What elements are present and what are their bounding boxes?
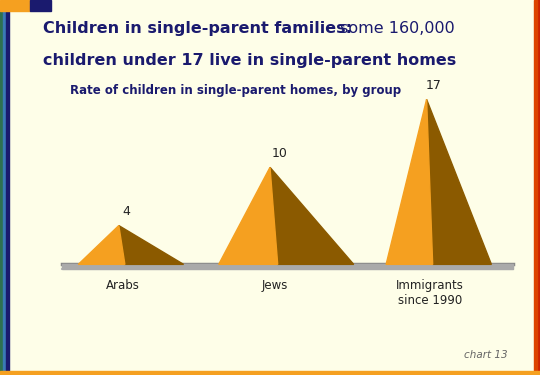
Text: Arabs: Arabs [105, 279, 139, 292]
Text: 17: 17 [426, 79, 442, 92]
Text: Rate of children in single-parent homes, by group: Rate of children in single-parent homes,… [70, 84, 401, 98]
Text: chart 13: chart 13 [464, 350, 508, 360]
Text: Jews: Jews [262, 279, 288, 292]
Text: Immigrants
since 1990: Immigrants since 1990 [396, 279, 464, 308]
Polygon shape [270, 167, 354, 264]
Polygon shape [219, 167, 278, 264]
Text: 4: 4 [122, 205, 130, 218]
Polygon shape [427, 99, 491, 264]
Text: children under 17 live in single-parent homes: children under 17 live in single-parent … [43, 53, 456, 68]
Polygon shape [119, 225, 184, 264]
Text: 10: 10 [272, 147, 288, 160]
Text: Children in single-parent families:: Children in single-parent families: [43, 21, 352, 36]
Polygon shape [78, 225, 125, 264]
Polygon shape [386, 99, 433, 264]
Text: some 160,000: some 160,000 [335, 21, 455, 36]
Bar [62, 264, 513, 269]
